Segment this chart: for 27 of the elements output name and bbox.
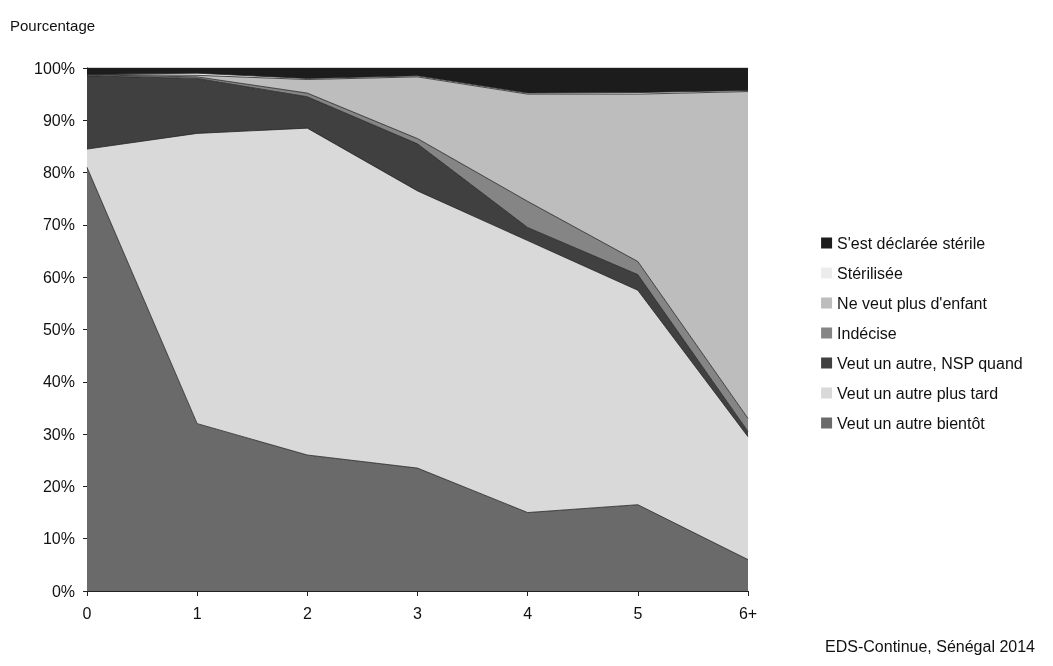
y-tick-label: 40% bbox=[42, 373, 75, 391]
x-tick-label: 1 bbox=[192, 604, 202, 622]
legend-label: Indécise bbox=[837, 324, 897, 342]
legend-label: Ne veut plus d'enfant bbox=[837, 294, 988, 312]
x-tick-label: 3 bbox=[413, 604, 423, 622]
y-tick-label: 50% bbox=[42, 321, 75, 338]
y-tick-label: 60% bbox=[42, 268, 75, 286]
x-tick-label: 6+ bbox=[738, 604, 758, 622]
y-tick-label: 70% bbox=[42, 216, 75, 234]
y-tick-label: 30% bbox=[42, 425, 75, 443]
y-tick-label: 80% bbox=[42, 164, 75, 182]
legend-label: Veut un autre, NSP quand bbox=[837, 354, 1023, 372]
y-tick-label: 20% bbox=[42, 477, 75, 495]
legend-label: Veut un autre bientôt bbox=[837, 414, 986, 432]
y-axis-title: Pourcentage bbox=[10, 17, 96, 34]
y-tick-label: 100% bbox=[34, 59, 75, 77]
text: EDS-Continue, Sénégal 2014 bbox=[825, 637, 1036, 655]
y-tick-label: 10% bbox=[42, 530, 75, 548]
legend-label: S'est déclarée stérile bbox=[837, 234, 986, 252]
y-tick-label: 90% bbox=[42, 111, 75, 129]
x-tick-label: 5 bbox=[633, 604, 643, 622]
legend-label: Stérilisée bbox=[837, 264, 903, 282]
legend-label: Veut un autre plus tard bbox=[837, 384, 999, 402]
y-tick-label: 0% bbox=[51, 582, 75, 600]
x-tick-label: 2 bbox=[302, 604, 312, 622]
x-tick-label: 0 bbox=[82, 604, 92, 622]
x-tick-label: 4 bbox=[523, 604, 533, 622]
